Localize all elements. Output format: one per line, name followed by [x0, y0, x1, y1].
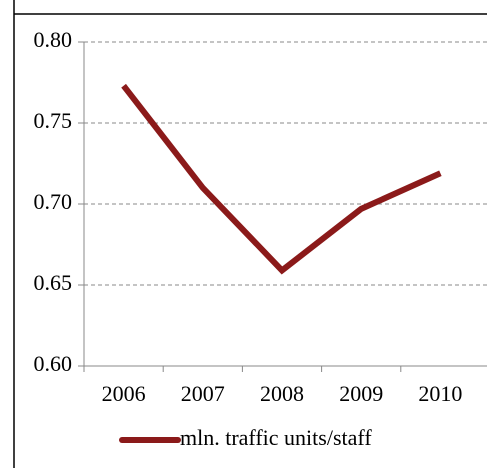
- y-tick-label: 0.75: [34, 108, 73, 133]
- x-tick-label: 2006: [102, 381, 146, 406]
- data-line: [121, 83, 442, 275]
- x-tick-label: 2008: [260, 381, 304, 406]
- y-tick-label: 0.80: [34, 27, 73, 52]
- x-tick-label: 2010: [418, 381, 462, 406]
- legend-label: mln. traffic units/staff: [180, 425, 372, 450]
- x-tick-label: 2009: [339, 381, 383, 406]
- x-tick-label: 2007: [181, 381, 225, 406]
- y-tick-label: 0.60: [34, 351, 73, 376]
- y-tick-label: 0.65: [34, 270, 73, 295]
- y-tick-label: 0.70: [34, 189, 73, 214]
